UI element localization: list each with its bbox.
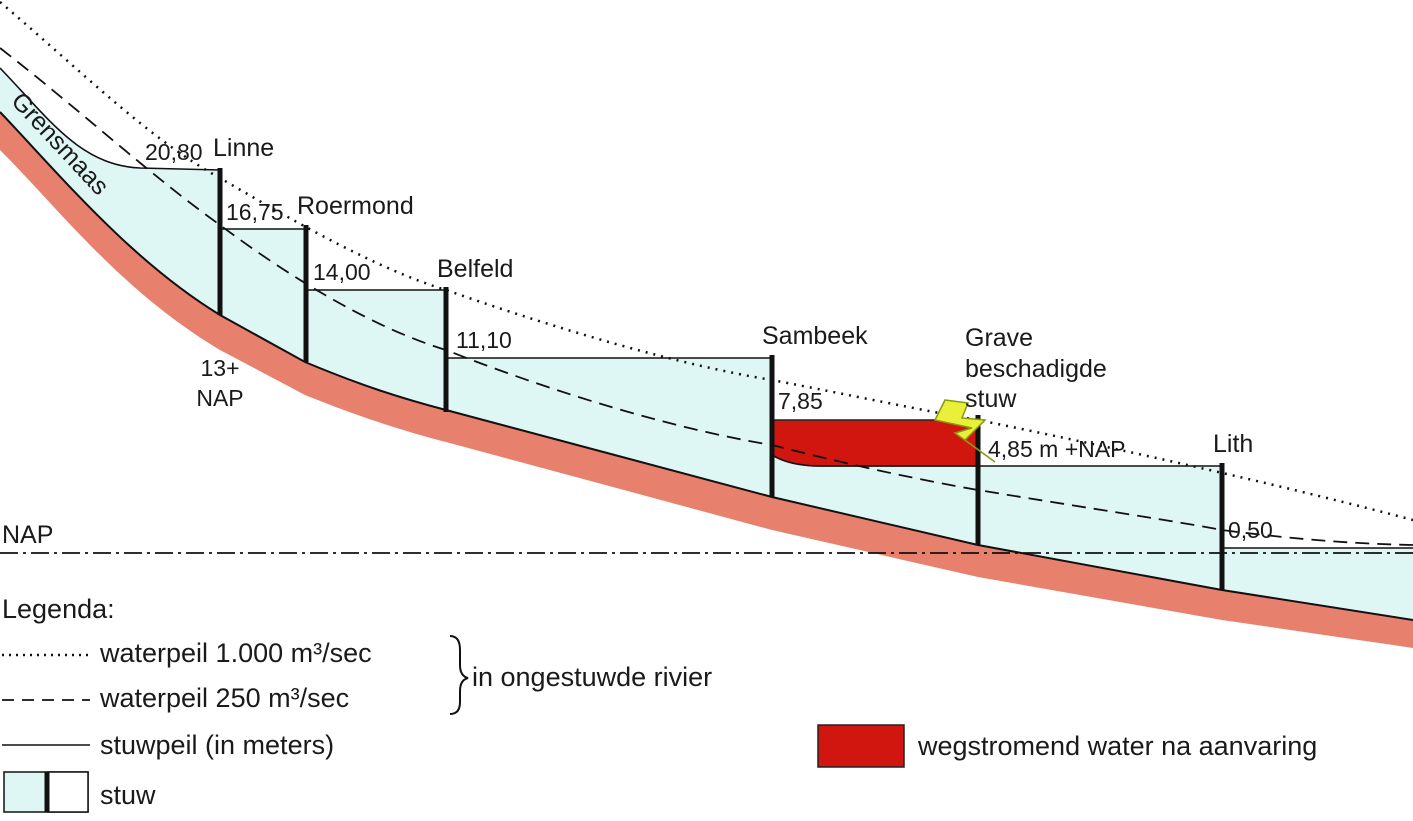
weir-note: stuw (965, 385, 1017, 413)
weir-name: Grave (965, 324, 1033, 352)
waterpeil-250 (0, 47, 1413, 546)
nap-label: NAP (196, 385, 243, 411)
legend-brace (449, 635, 469, 715)
legend-item: waterpeil 1.000 m³/sec (99, 638, 372, 668)
legend-item: stuwpeil (in meters) (100, 730, 334, 760)
level-label: 4,85 m +NAP (988, 436, 1125, 462)
level-label: 11,10 (456, 327, 512, 353)
nap-label: NAP (2, 521, 53, 549)
level-label: 16,75 (226, 199, 284, 225)
level-label: 20,80 (145, 139, 203, 165)
nap-label: 13+ (200, 355, 239, 381)
legend-item: wegstromend water na aanvaring (917, 731, 1317, 761)
weir-name: Belfeld (437, 255, 513, 283)
legend-swatch (47, 771, 89, 813)
legend-group: in ongestuwde rivier (472, 662, 712, 692)
weir-name: Roermond (297, 192, 414, 220)
weir-name: Linne (213, 134, 274, 162)
level-label: 0,50 (1228, 517, 1273, 543)
weirs (217, 168, 1225, 590)
legend-item: waterpeil 250 m³/sec (99, 683, 349, 713)
stuwpeil-lines (0, 67, 1413, 549)
weir-name: Sambeek (762, 322, 868, 350)
water (0, 68, 1413, 620)
legend: Legenda: waterpeil 1.000 m³/sec waterpei… (2, 594, 1317, 813)
river-bed (0, 112, 1413, 648)
legend-title: Legenda: (2, 594, 115, 624)
waterpeil-1000 (0, 1, 1413, 522)
legend-swatch (817, 724, 905, 768)
lightning-icon (933, 399, 996, 463)
level-label: 7,85 (778, 388, 823, 414)
outflow-water (771, 419, 979, 467)
level-label: 14,00 (313, 259, 371, 285)
weir-name: Lith (1213, 430, 1253, 458)
legend-item: stuw (100, 780, 156, 810)
weir-note: beschadigde (965, 355, 1107, 383)
